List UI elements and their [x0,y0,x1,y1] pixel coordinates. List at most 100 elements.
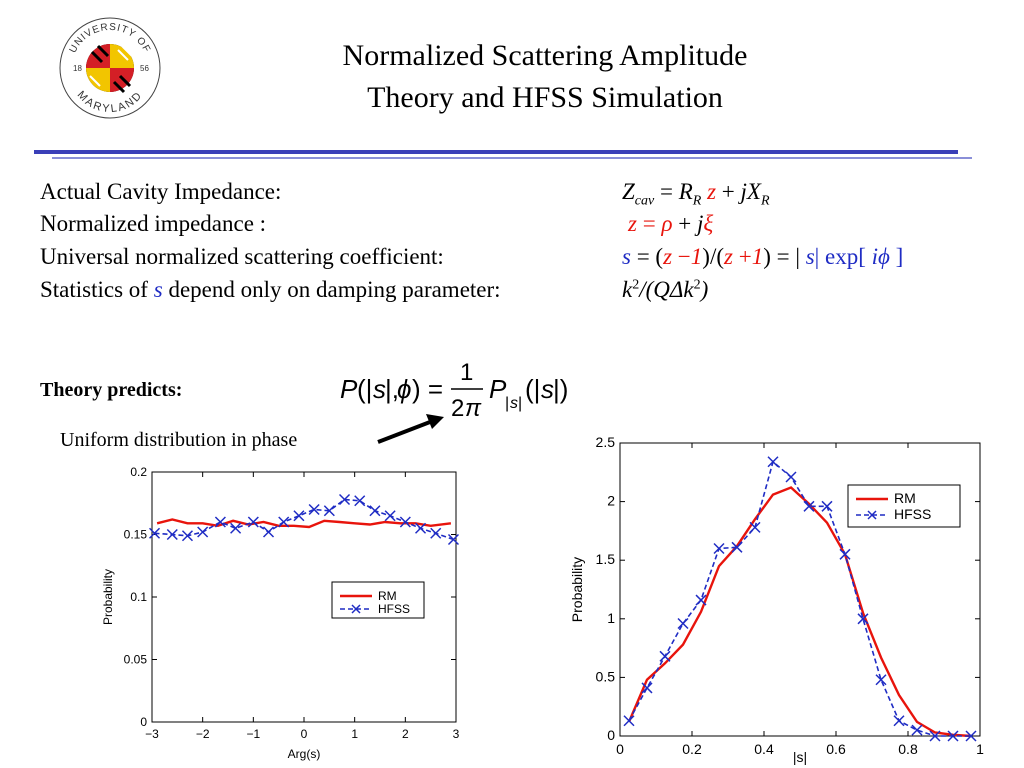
equation-damping-parameter: k2/(QΔk2) [622,277,709,302]
svg-text:|: | [518,395,522,412]
header-rule-secondary [52,157,972,159]
chart1-point-stroke [695,594,707,606]
chart0-series-hfss-point [430,527,442,539]
chart1-point-stroke [731,541,743,553]
chart1-legend-label-rm: RM [894,490,916,506]
chart0-point-stroke [166,528,178,541]
chart0-point-stroke [399,516,411,528]
chart1-series-hfss-point [641,682,653,694]
chart0-series-hfss-point [181,530,193,542]
chart0-xtick-label: 0 [301,727,308,741]
svg-text:|: | [505,395,509,412]
chart1-point-stroke [965,730,977,742]
chart1-ytick-label: 1 [607,610,615,626]
svg-text:P: P [340,374,358,404]
chart0-series-hfss-point [278,516,290,528]
chart1-series-hfss-point [821,500,833,512]
chart0-xtick-label: −1 [246,727,260,741]
chart0-point-stroke [214,516,226,528]
chart0-ytick-label: 0.2 [130,465,147,479]
chart0-point-stroke [230,522,242,534]
chart1-series-hfss-point [713,542,725,555]
equation-cavity-impedance: Zcav = RR z + jXR [622,179,770,209]
statistics-label-suffix: depend only on damping parameter: [162,277,501,302]
chart0-point-stroke [323,505,335,517]
chart1-series-hfss-point [659,650,671,662]
definition-label-scattering: Universal normalized scattering coeffici… [40,244,444,269]
chart0-point-stroke [369,505,381,517]
chart1-point-stroke [911,724,923,736]
chart1-series-rm-line [627,486,972,738]
chart0-legend-label-hfss: HFSS [378,602,410,616]
chart1-point-stroke [677,617,689,630]
svg-text:s: s [541,374,554,404]
chart0-series-hfss-line [154,498,454,541]
chart1-point-stroke [767,456,779,468]
chart1-legend-marker [867,510,877,520]
chart0-point-stroke [354,495,366,507]
chart0-series-hfss-point [399,516,411,528]
svg-text:ϕ: ϕ [397,374,411,404]
chart1-point-stroke [839,548,851,560]
chart0-series-hfss-point [354,495,366,507]
svg-text:π: π [465,395,482,422]
definition-label-statistics: Statistics of s depend only on damping p… [40,276,501,304]
chart1-point-stroke [659,650,671,662]
annotation-arrow [377,414,444,444]
chart0-series-hfss-point [447,533,459,546]
title-line-1: Normalized Scattering Amplitude [342,39,748,72]
chart0-point-stroke [415,522,427,534]
chart1-series-hfss-point [695,594,707,606]
phase-distribution-chart: 0 0.05 0.1 0.15 0.2 −3 −2 −1 0 1 2 3 Arg(s) Probabili… [101,465,460,761]
chart1-xlabel: |s| [793,749,807,765]
chart1-point-stroke [821,500,833,512]
chart0-point-stroke [339,493,351,506]
chart0-point-stroke [293,510,305,522]
chart0-series-hfss-point [230,522,242,534]
theory-predicts-label: Theory predicts: [40,379,183,401]
chart0-series-hfss-point [214,516,226,528]
chart1-ytick-label: 0.5 [596,668,616,684]
theory-formula: P (| s |, ϕ ) = 1 2 π P | s | (| s |) [340,359,568,422]
chart1-xtick-label: 1 [976,741,984,757]
chart1-series-hfss-point [785,471,797,483]
chart0-point-stroke [384,510,396,522]
svg-text:) =: ) = [412,374,443,404]
chart1-ytick-label: 2 [607,493,615,509]
chart1-legend-label-hfss: HFSS [894,506,931,522]
chart0-series-hfss-point [339,493,351,506]
chart1-series-hfss-point [749,521,761,533]
chart1-point-stroke [875,674,887,686]
svg-text:1: 1 [460,359,473,386]
chart1-point-stroke [713,542,725,555]
chart0-point-stroke [263,526,275,538]
title-line-2: Theory and HFSS Simulation [367,81,723,114]
chart1-series-hfss-point [893,715,905,727]
chart0-ytick-label: 0 [140,715,147,729]
chart0-xtick-label: 3 [453,727,460,741]
chart1-xtick-label: 0.2 [682,741,702,757]
chart1-series-hfss-point [857,613,869,625]
phase-annotation: Uniform distribution in phase [60,429,298,451]
chart0-point-stroke [197,526,209,538]
chart0-legend-box [331,581,425,619]
svg-text:s: s [510,395,518,412]
chart0-series-hfss-point [369,505,381,517]
chart0-series-hfss-point [247,516,259,528]
chart0-legend-label-rm: RM [378,589,397,603]
chart1-ylabel: Probability [570,557,585,622]
chart0-xtick-label: −2 [196,727,210,741]
chart0-xtick-label: 2 [402,727,409,741]
logo-year-left: 18 [73,64,82,73]
chart1-point-stroke [785,471,797,483]
chart1-point-stroke [623,715,635,727]
svg-text:|,: |, [385,374,399,404]
chart0-point-stroke [430,527,442,539]
chart0-xtick-label: 1 [351,727,358,741]
chart1-ytick-label: 0 [607,727,615,743]
svg-text:|): |) [553,374,568,404]
chart0-series-hfss-point [263,526,275,538]
chart0-series-hfss-point [384,510,396,522]
